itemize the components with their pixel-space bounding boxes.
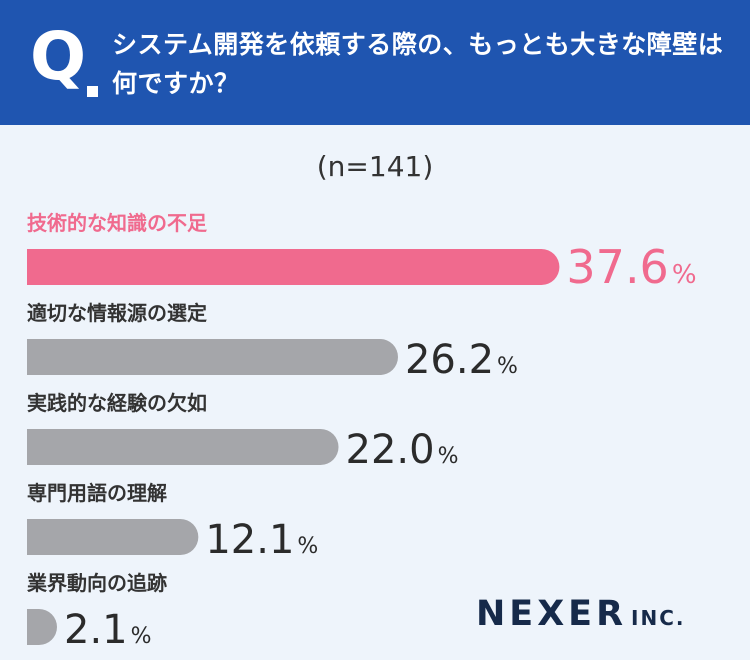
q-dot (87, 86, 98, 97)
bar (27, 339, 398, 375)
logo-name: NEXER (476, 594, 628, 634)
nexer-logo: NEXER INC. (476, 594, 686, 634)
value-label: 26.2% (405, 337, 518, 383)
value-label: 12.1% (205, 517, 318, 563)
category-label: 業界動向の追跡 (27, 571, 167, 595)
value-label: 22.0% (346, 427, 459, 473)
category-label: 技術的な知識の不足 (27, 211, 208, 235)
value-label: 37.6% (566, 240, 696, 294)
bar (27, 429, 339, 465)
value-label: 2.1% (64, 607, 152, 653)
bar (27, 249, 560, 285)
sample-size: (n=141) (316, 150, 434, 183)
category-label: 専門用語の理解 (27, 481, 167, 505)
category-label: 実践的な経験の欠如 (27, 391, 207, 415)
logo-suffix: INC. (631, 606, 686, 630)
bar (27, 519, 199, 555)
bar (27, 609, 57, 645)
question-header: Q システム開発を依頼する際の、もっとも大きな障壁は何ですか？ (0, 0, 750, 125)
category-label: 適切な情報源の選定 (27, 301, 207, 325)
q-label: Q (30, 18, 86, 95)
question-text: システム開発を依頼する際の、もっとも大きな障壁は何ですか？ (112, 30, 724, 98)
